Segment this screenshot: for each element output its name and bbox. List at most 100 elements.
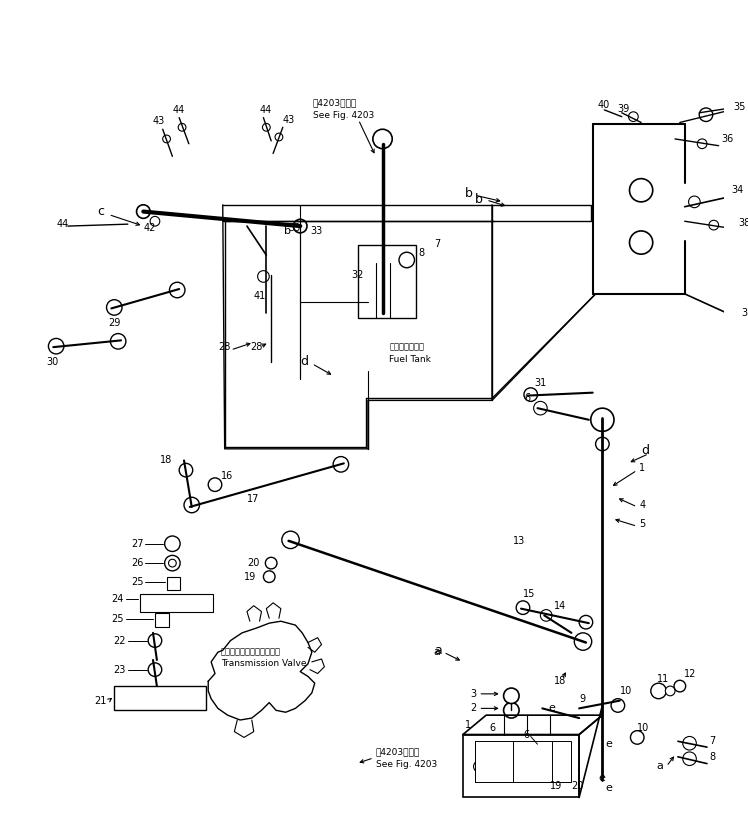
Circle shape [574, 633, 592, 650]
Text: 13: 13 [513, 536, 526, 546]
Text: e: e [605, 783, 612, 793]
Bar [474, 741, 571, 782]
Circle shape [517, 761, 529, 772]
Circle shape [150, 216, 160, 226]
Text: See Fig. 4203: See Fig. 4203 [375, 760, 437, 769]
Circle shape [579, 615, 592, 629]
Circle shape [473, 761, 485, 772]
Text: 44: 44 [56, 219, 68, 229]
Circle shape [111, 334, 126, 349]
Text: Transmission Valve: Transmission Valve [221, 659, 307, 668]
Text: トランスミッションバルブ: トランスミッションバルブ [221, 648, 280, 657]
Circle shape [168, 559, 177, 567]
Text: e: e [548, 704, 555, 714]
Text: 第4203図参照: 第4203図参照 [313, 98, 357, 107]
Text: a: a [657, 762, 663, 771]
Circle shape [49, 339, 64, 354]
Text: d: d [300, 355, 308, 368]
Circle shape [263, 571, 275, 582]
Text: 40: 40 [598, 100, 610, 110]
Text: 43: 43 [153, 116, 165, 126]
Circle shape [137, 205, 150, 218]
Circle shape [163, 135, 171, 143]
Text: 42: 42 [144, 223, 156, 233]
Text: 31: 31 [535, 378, 547, 388]
Text: 34: 34 [732, 185, 744, 195]
Circle shape [558, 761, 569, 772]
Circle shape [651, 683, 666, 699]
Text: 2: 2 [470, 704, 476, 714]
Text: 18: 18 [554, 676, 566, 686]
Circle shape [699, 108, 713, 121]
Text: 16: 16 [221, 471, 233, 481]
Circle shape [266, 558, 277, 569]
Text: b: b [465, 187, 473, 200]
Text: c: c [96, 205, 104, 218]
Text: 37: 37 [741, 308, 748, 318]
Text: 29: 29 [108, 318, 121, 328]
Text: 24: 24 [111, 594, 124, 604]
Text: 17: 17 [247, 494, 260, 504]
Circle shape [683, 737, 696, 750]
Circle shape [373, 129, 392, 149]
Text: 21: 21 [94, 695, 106, 705]
Text: 15: 15 [523, 589, 536, 599]
Circle shape [630, 178, 653, 202]
Text: 19: 19 [245, 572, 257, 582]
Text: 5: 5 [640, 520, 646, 529]
Text: b: b [474, 193, 482, 206]
Circle shape [533, 401, 548, 415]
Circle shape [263, 123, 270, 131]
Text: a: a [434, 648, 441, 657]
Circle shape [178, 123, 186, 131]
Circle shape [148, 662, 162, 676]
Text: 6: 6 [524, 393, 531, 403]
Text: 41: 41 [254, 291, 266, 301]
Text: 44: 44 [260, 105, 272, 115]
Text: 8: 8 [418, 248, 425, 259]
Text: 33: 33 [310, 226, 322, 236]
Circle shape [208, 478, 221, 491]
Bar [463, 734, 579, 797]
Text: Fuel Tank: Fuel Tank [389, 355, 431, 364]
Circle shape [333, 457, 349, 472]
Text: 35: 35 [733, 102, 746, 112]
Circle shape [665, 686, 675, 695]
Text: 7: 7 [434, 239, 440, 249]
Text: 10: 10 [620, 686, 632, 696]
Text: 18: 18 [160, 455, 172, 466]
Text: 12: 12 [684, 668, 696, 678]
Text: 19: 19 [550, 781, 562, 790]
Circle shape [628, 112, 638, 121]
Circle shape [106, 300, 122, 316]
Text: 36: 36 [722, 134, 734, 144]
Text: 1: 1 [640, 463, 646, 473]
Circle shape [275, 133, 283, 141]
Circle shape [540, 610, 552, 621]
Circle shape [630, 231, 653, 254]
Text: 26: 26 [131, 558, 144, 568]
Circle shape [539, 761, 550, 772]
Circle shape [496, 761, 507, 772]
Text: 3: 3 [470, 689, 476, 699]
Circle shape [293, 220, 307, 233]
Text: 14: 14 [554, 601, 566, 610]
Circle shape [184, 497, 200, 513]
Text: 1: 1 [465, 719, 471, 730]
Text: 20: 20 [247, 558, 260, 568]
Bar [114, 686, 206, 710]
Circle shape [689, 196, 700, 207]
Circle shape [282, 531, 299, 548]
Text: 6: 6 [489, 723, 495, 733]
Circle shape [516, 601, 530, 615]
Circle shape [165, 536, 180, 552]
Circle shape [165, 555, 180, 571]
Circle shape [709, 221, 719, 230]
Bar [167, 577, 180, 591]
Circle shape [697, 139, 707, 149]
Text: 39: 39 [617, 104, 629, 114]
Text: 7: 7 [709, 736, 715, 747]
Text: a: a [434, 643, 441, 657]
Circle shape [257, 271, 269, 282]
Circle shape [674, 681, 686, 692]
